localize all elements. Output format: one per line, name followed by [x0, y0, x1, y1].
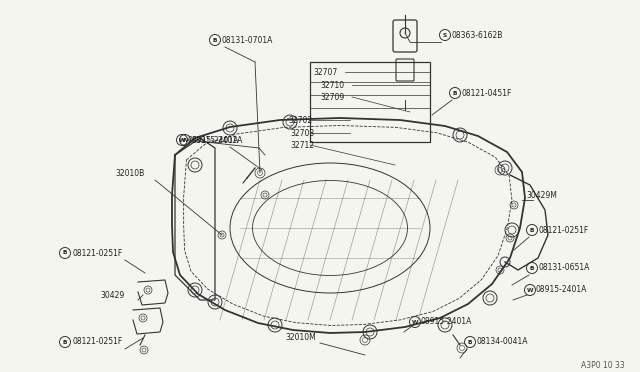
- Text: 30429: 30429: [100, 291, 124, 299]
- Text: 08363-6162B: 08363-6162B: [452, 31, 504, 39]
- Text: B: B: [530, 266, 534, 270]
- Text: 08915-2401A: 08915-2401A: [421, 317, 472, 327]
- Text: B: B: [213, 38, 217, 42]
- Text: A3P0 10 33: A3P0 10 33: [581, 362, 625, 371]
- Text: 32710: 32710: [320, 80, 344, 90]
- Text: W: W: [527, 288, 533, 292]
- Text: 08131-0651A: 08131-0651A: [539, 263, 590, 273]
- Text: 32702: 32702: [288, 115, 312, 125]
- Bar: [310, 62, 430, 142]
- Text: 32010B: 32010B: [115, 169, 144, 177]
- Text: W: W: [182, 138, 188, 142]
- Text: 08131-0701A: 08131-0701A: [222, 35, 273, 45]
- Text: 32707: 32707: [313, 67, 337, 77]
- Text: B: B: [63, 340, 67, 344]
- Text: 32712: 32712: [290, 141, 314, 150]
- Text: 08121-0251F: 08121-0251F: [72, 337, 122, 346]
- Text: 08915-2401A: 08915-2401A: [536, 285, 588, 295]
- Text: 08915-2401A: 08915-2401A: [192, 135, 243, 144]
- Text: 30429M: 30429M: [526, 190, 557, 199]
- Text: W: W: [179, 138, 185, 142]
- Text: B: B: [468, 340, 472, 344]
- Text: 08121-0251F: 08121-0251F: [539, 225, 589, 234]
- Text: B: B: [530, 228, 534, 232]
- Text: 32709: 32709: [320, 93, 344, 102]
- Text: B: B: [63, 250, 67, 256]
- Text: 08915-2401A: 08915-2401A: [188, 135, 239, 144]
- Text: B: B: [453, 90, 457, 96]
- Text: 08121-0451F: 08121-0451F: [462, 89, 513, 97]
- Text: W: W: [412, 320, 419, 324]
- Text: S: S: [443, 32, 447, 38]
- Text: 32010M: 32010M: [285, 334, 316, 343]
- Text: 08134-0041A: 08134-0041A: [477, 337, 529, 346]
- Text: 08121-0251F: 08121-0251F: [72, 248, 122, 257]
- Text: 32703: 32703: [290, 128, 314, 138]
